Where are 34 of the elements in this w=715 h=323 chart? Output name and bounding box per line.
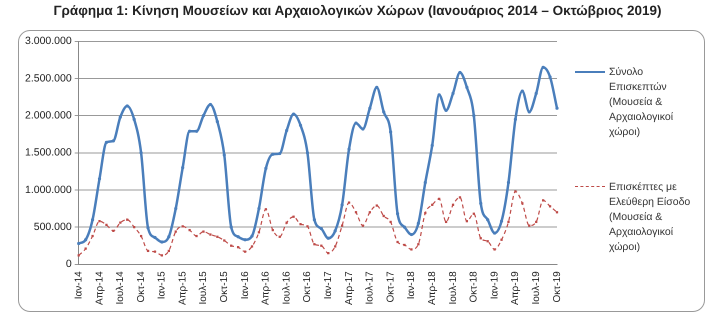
chart-title: Γράφημα 1: Κίνηση Μουσείων και Αρχαιολογικών Χώρων (Ιανουάριος 2014 – Οκτώβριος 2019) xyxy=(52,3,663,18)
x-tick-label: Ιουλ-19 xyxy=(530,270,542,305)
y-tick-label: 500.000 xyxy=(34,221,72,234)
y-tick-label: 0 xyxy=(66,258,72,270)
x-tick-label: Απρ-16 xyxy=(260,270,272,306)
x-tick-label: Ιουλ-14 xyxy=(115,270,126,305)
x-tick-label: Οκτ-16 xyxy=(302,270,314,302)
x-tick-label: Απρ-15 xyxy=(177,270,188,306)
x-tick-label: Ιουλ-17 xyxy=(364,270,376,305)
x-tick-label: Ιαν-14 xyxy=(73,270,84,300)
x-tick-label: Απρ-18 xyxy=(426,270,438,306)
x-tick-label: Ιουλ-15 xyxy=(198,270,210,305)
y-tick-label: 2.500.000 xyxy=(24,72,72,84)
legend-label: Επισκέπτες με Ελεύθερη Είσοδο (Μουσεία & Αρχαιολογικοί χώροι) xyxy=(609,180,692,255)
x-tick-label: Οκτ-15 xyxy=(219,270,230,302)
x-tick-label: Ιαν-16 xyxy=(240,270,251,300)
x-tick-label: Απρ-14 xyxy=(94,270,106,306)
x-tick-label: Ιαν-15 xyxy=(156,270,168,300)
x-tick-label: Οκτ-17 xyxy=(385,270,396,302)
y-tick-label: 2.000.000 xyxy=(24,110,72,122)
x-tick-label: Οκτ-14 xyxy=(136,270,147,302)
x-tick-label: Οκτ-19 xyxy=(552,270,563,302)
x-tick-label: Ιουλ-18 xyxy=(448,270,459,305)
x-tick-label: Ιουλ-16 xyxy=(281,270,292,305)
y-tick-label: 1.500.000 xyxy=(24,146,72,159)
x-tick-label: Ιαν-17 xyxy=(323,270,334,300)
x-tick-label: Ιαν-19 xyxy=(489,270,500,300)
x-tick-label: Ιαν-18 xyxy=(406,270,418,300)
y-tick-label: 1.000.000 xyxy=(24,184,72,196)
x-tick-label: Απρ-17 xyxy=(344,270,355,306)
x-tick-label: Απρ-19 xyxy=(510,270,522,306)
x-tick-label: Οκτ-18 xyxy=(468,270,480,302)
legend-label: Σύνολο Επισκεπτών (Μουσεία & Αρχαιολογικοί χώροι) xyxy=(609,65,674,140)
y-tick-label: 3.000.000 xyxy=(24,35,72,48)
